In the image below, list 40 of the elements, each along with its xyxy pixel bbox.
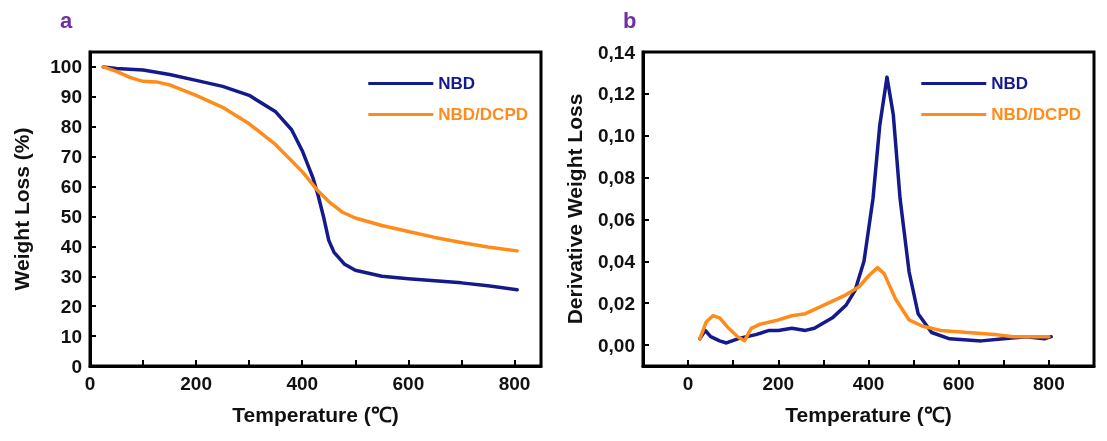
y-tick-label: 0,08 — [598, 167, 635, 189]
y-tick-label: 0,14 — [598, 41, 636, 63]
y-tick-label: 30 — [60, 265, 82, 287]
x-tick-label: 600 — [392, 373, 425, 394]
y-tick-label: 40 — [60, 235, 82, 257]
y-tick-label: 100 — [50, 56, 82, 78]
line-series — [698, 265, 1051, 343]
chart-title: b — [623, 7, 637, 33]
y-tick-label: 70 — [60, 146, 82, 168]
legend-label: NBD — [438, 74, 476, 93]
legend-label: NBD/DCPD — [991, 105, 1082, 124]
y-tick-label: 0,00 — [598, 334, 635, 356]
x-tick-label: 0 — [84, 373, 96, 394]
y-tick-label: 0,02 — [598, 292, 635, 314]
x-tick-label: 600 — [942, 373, 975, 394]
y-tick-label: 0,06 — [598, 208, 635, 230]
y-tick-label: 0,10 — [598, 125, 635, 147]
x-tick-label: 200 — [180, 373, 212, 394]
y-tick-label: 80 — [60, 116, 82, 138]
y-axis-title: Derivative Weight Loss — [563, 93, 586, 325]
x-tick-label: 200 — [762, 373, 795, 394]
y-tick-label: 90 — [60, 86, 82, 108]
y-tick-label: 50 — [60, 205, 82, 227]
y-tick-label: 20 — [60, 295, 82, 317]
chart-title: a — [60, 7, 73, 33]
x-axis-title: Temperature (℃) — [785, 403, 952, 426]
y-tick-label: 10 — [60, 325, 82, 347]
y-tick-label: 0 — [71, 355, 82, 377]
x-tick-label: 800 — [498, 373, 531, 394]
legend-label: NBD/DCPD — [438, 105, 529, 124]
y-tick-label: 60 — [60, 176, 82, 198]
x-tick-label: 0 — [682, 373, 694, 394]
x-axis-title: Temperature (℃) — [232, 403, 399, 426]
x-tick-label: 400 — [286, 373, 319, 394]
x-tick-label: 400 — [852, 373, 885, 394]
legend-label: NBD — [991, 74, 1029, 93]
x-tick-label: 800 — [1033, 373, 1065, 394]
y-axis-title: Weight Loss (%) — [10, 127, 33, 291]
y-tick-label: 0,12 — [598, 83, 635, 105]
y-tick-label: 0,04 — [598, 250, 636, 272]
